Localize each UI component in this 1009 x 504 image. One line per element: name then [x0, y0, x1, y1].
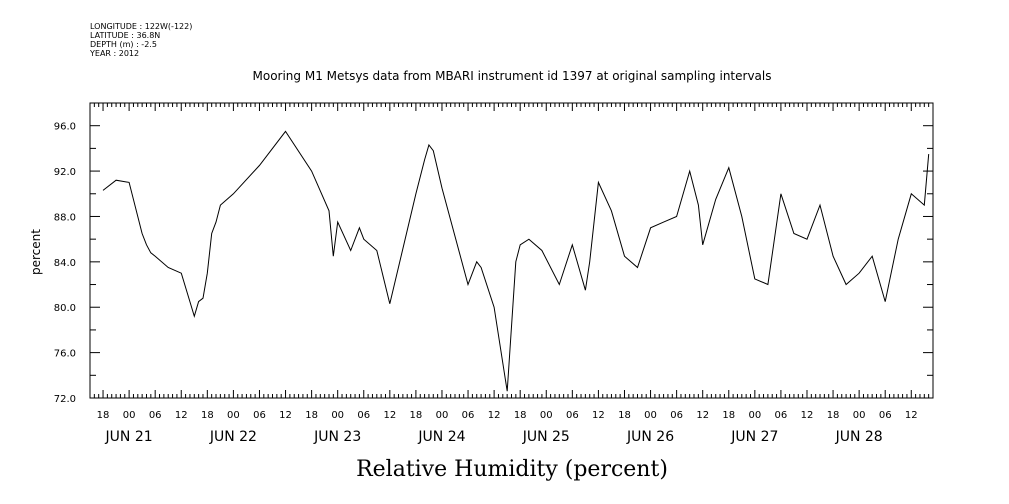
y-tick-label: 92.0 [54, 167, 76, 178]
x-hour-label: 00 [436, 410, 449, 421]
x-hour-label: 00 [123, 410, 136, 421]
x-hour-label: 06 [670, 410, 683, 421]
x-hour-label: 00 [227, 410, 240, 421]
y-axis: 72.0 76.0 80.0 84.0 88.0 92.0 96.0 [54, 102, 933, 405]
x-hour-label: 06 [149, 410, 162, 421]
x-hour-label: 12 [592, 410, 605, 421]
x-hour-label: 06 [566, 410, 579, 421]
x-hour-label: 18 [410, 410, 423, 421]
x-hour-label: 12 [488, 410, 501, 421]
y-tick-label: 96.0 [54, 122, 76, 133]
x-axis-label: Relative Humidity (percent) [356, 457, 668, 482]
y-tick-label: 72.0 [54, 394, 76, 405]
y-tick-label: 88.0 [54, 212, 76, 223]
y-axis-label: percent [29, 229, 43, 275]
x-day-label: JUN 21 [105, 429, 153, 445]
x-hour-label: 00 [853, 410, 866, 421]
chart-title: Mooring M1 Metsys data from MBARI instru… [253, 69, 772, 83]
x-day-label: JUN 27 [730, 429, 778, 445]
x-hour-label: 12 [279, 410, 292, 421]
x-day-label: JUN 26 [626, 429, 674, 445]
x-hour-label: 18 [201, 410, 214, 421]
x-hour-label: 12 [696, 410, 709, 421]
x-hour-label: 18 [514, 410, 527, 421]
x-axis: 18 00 06 12 18 00 06 12 18 00 06 12 18 00 06 12 18 00 06 12… [89, 103, 934, 445]
x-hour-label: 00 [644, 410, 657, 421]
x-hour-label: 00 [331, 410, 344, 421]
latitude-label: LATITUDE : 36.8N [90, 31, 161, 40]
x-day-label: JUN 22 [209, 429, 257, 445]
y-tick-label: 84.0 [54, 258, 76, 269]
x-hour-label: 18 [97, 410, 110, 421]
x-day-label: JUN 25 [522, 429, 570, 445]
x-hour-label: 18 [618, 410, 631, 421]
y-tick-label: 76.0 [54, 349, 76, 360]
depth-label: DEPTH (m) : -2.5 [90, 40, 157, 49]
x-hour-label: 06 [462, 410, 475, 421]
x-hour-label: 06 [879, 410, 892, 421]
plot-frame [89, 102, 934, 399]
x-day-label: JUN 24 [417, 429, 465, 445]
x-hour-label: 12 [905, 410, 918, 421]
year-label: YEAR : 2012 [90, 49, 140, 58]
x-hour-label: 18 [305, 410, 318, 421]
x-hour-label: 00 [540, 410, 553, 421]
longitude-label: LONGITUDE : 122W(-122) [90, 22, 193, 31]
x-hour-label: 18 [827, 410, 840, 421]
x-hour-label: 06 [357, 410, 370, 421]
x-hour-label: 00 [748, 410, 761, 421]
x-day-label: JUN 23 [313, 429, 361, 445]
x-hour-label: 12 [801, 410, 814, 421]
x-hour-label: 18 [722, 410, 735, 421]
humidity-line [102, 130, 930, 392]
x-hour-label: 12 [175, 410, 188, 421]
x-day-label: JUN 28 [835, 429, 883, 445]
y-tick-label: 80.0 [54, 303, 76, 314]
x-hour-label: 06 [253, 410, 266, 421]
x-hour-label: 06 [775, 410, 788, 421]
x-hour-label: 12 [383, 410, 396, 421]
